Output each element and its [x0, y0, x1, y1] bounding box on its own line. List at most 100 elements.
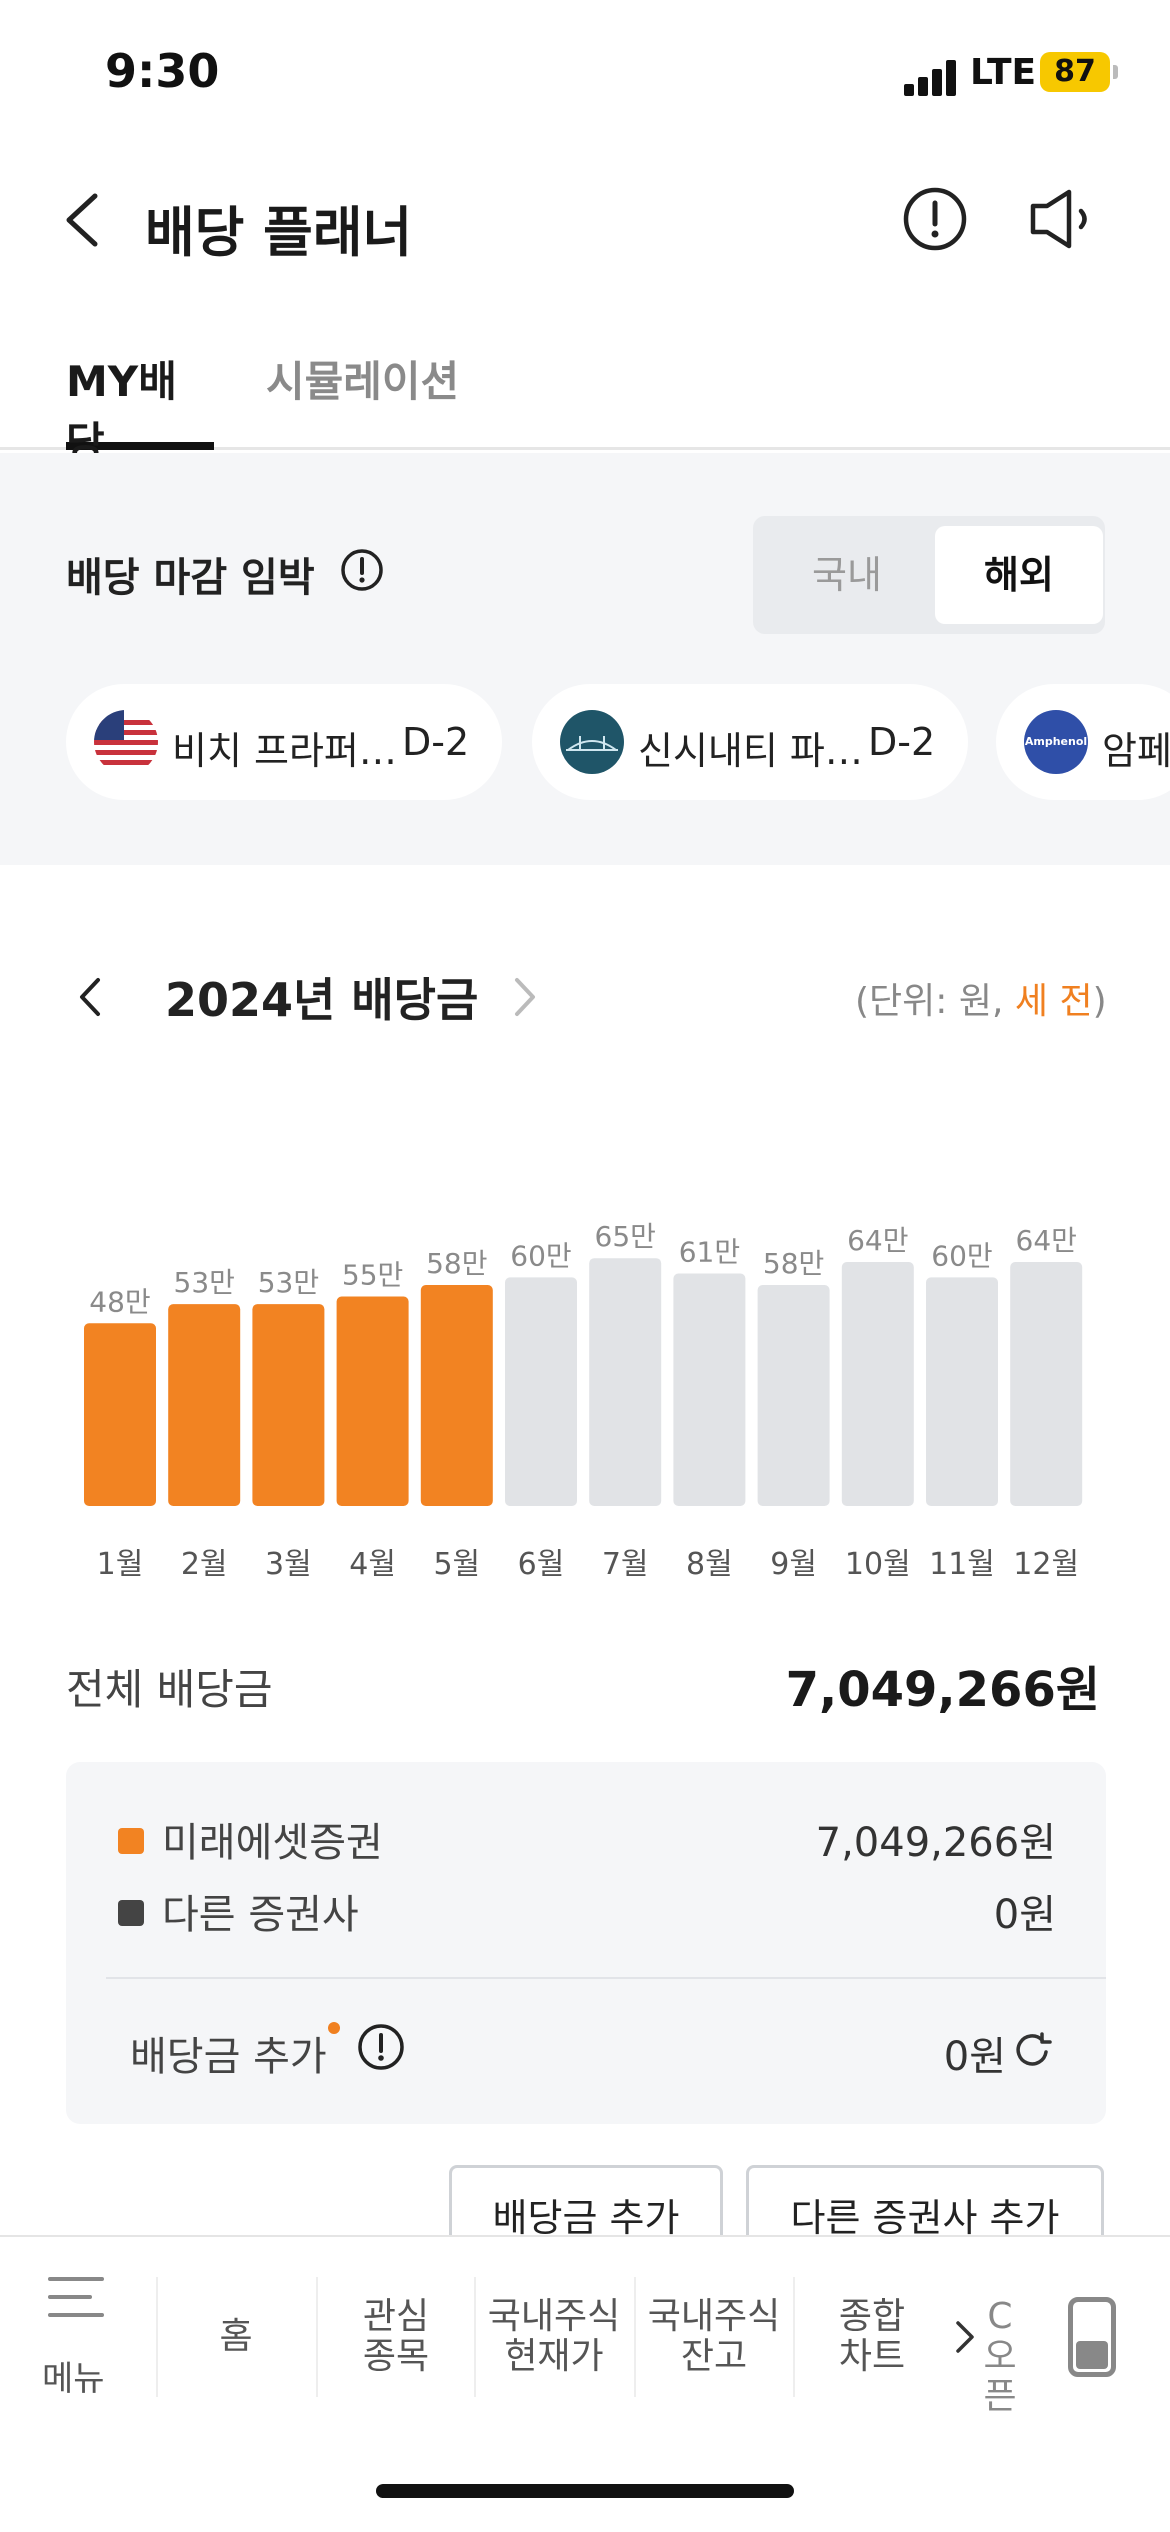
legend-swatch	[118, 1828, 144, 1854]
chart-bar[interactable]	[1010, 1262, 1083, 1506]
nav-item-chart[interactable]: 종합 차트	[838, 2296, 906, 2377]
chevron-left-icon[interactable]	[70, 972, 110, 1022]
nav-divider	[634, 2277, 636, 2397]
month-tick-label: 6월	[518, 1547, 565, 1582]
year-title: 2024년 배당금	[165, 973, 479, 1027]
chart-bar[interactable]	[926, 1277, 998, 1506]
bar-chart: 48만 1월 53만 2월 53만 3월 55만 4월 58만 5월 60만 6월 65만 7월 61만 8월…	[84, 1220, 1083, 1582]
legend-swatch	[118, 1900, 144, 1926]
chart-bar[interactable]	[673, 1273, 746, 1506]
stock-name: 비치 프라퍼…	[172, 729, 397, 773]
bar-value-label: 53만	[174, 1266, 235, 1299]
nav-item-home[interactable]: 홈	[219, 2316, 253, 2357]
network-label: LTE	[970, 52, 1037, 93]
month-tick-label: 10월	[845, 1547, 911, 1582]
stock-dday: D-2	[402, 720, 470, 764]
bar-value-label: 60만	[931, 1239, 992, 1272]
refresh-icon[interactable]	[1012, 2030, 1052, 2070]
month-tick-label: 11월	[929, 1547, 995, 1582]
nav-divider	[474, 2277, 476, 2397]
chevron-right-icon[interactable]	[950, 2317, 980, 2357]
tab-simulation[interactable]: 시뮬레이션	[266, 357, 460, 406]
info-icon[interactable]	[340, 548, 384, 592]
total-dividend-value: 7,049,266원	[785, 1662, 1100, 1718]
chart-bar[interactable]	[168, 1304, 241, 1506]
chart-bar[interactable]	[757, 1285, 830, 1506]
nav-divider	[316, 2277, 318, 2397]
page-title: 배당 플래너	[145, 201, 413, 264]
nav-item-domestic-price[interactable]: 국내주식 현재가	[487, 2296, 621, 2377]
bar-value-label: 64만	[847, 1224, 908, 1257]
stock-name: 신시내티 파…	[638, 729, 863, 773]
added-dividend-value: 0원	[943, 2034, 1006, 2080]
broker-value: 7,049,266원	[815, 1820, 1056, 1866]
bar-value-label: 61만	[679, 1236, 740, 1269]
tab-bar: MY배당 시뮬레이션	[0, 330, 1170, 467]
bar-value-label: 55만	[342, 1258, 403, 1291]
month-tick-label: 2월	[181, 1547, 228, 1582]
broker-label: 다른 증권사	[162, 1892, 359, 1938]
info-icon[interactable]	[356, 2022, 406, 2072]
bar-value-label: 53만	[258, 1266, 319, 1299]
nav-item-watchlist[interactable]: 관심 종목	[362, 2296, 430, 2377]
month-tick-label: 1월	[97, 1547, 144, 1582]
segment-overseas[interactable]: 해외	[935, 526, 1103, 624]
unit-label: (단위: 원, 세 전)	[855, 981, 1107, 1022]
chart-bar[interactable]	[420, 1285, 493, 1506]
home-indicator	[376, 2484, 794, 2498]
dividend-chart: 48만 1월 53만 2월 53만 3월 55만 4월 58만 5월 60만 6월 65만 7월 61만 8월…	[0, 1080, 1170, 1600]
chart-bar[interactable]	[252, 1304, 325, 1506]
broker-label: 미래에셋증권	[162, 1820, 383, 1866]
stock-dday: D-2	[868, 720, 936, 764]
year-selector: 2024년 배당금 (단위: 원, 세 전)	[0, 960, 1170, 1040]
added-dividend-label: 배당금 추가	[130, 2034, 327, 2080]
us-flag-icon	[94, 710, 158, 774]
bottom-nav: 메뉴 홈 관심 종목 국내주식 현재가 국내주식 잔고 종합 차트 C 오픈	[0, 2235, 1170, 2532]
deadline-section: 배당 마감 임박 국내 해외 비치 프라퍼… D-2 신시내티 파… D-2 A…	[0, 453, 1170, 865]
chevron-right-icon[interactable]	[505, 972, 545, 1022]
broker-row: 미래에셋증권 7,049,266원	[66, 1804, 1106, 1866]
divider	[106, 1977, 1106, 1979]
bar-value-label: 58만	[426, 1247, 487, 1280]
stock-chip[interactable]: 비치 프라퍼… D-2	[66, 684, 502, 800]
info-icon[interactable]	[900, 184, 970, 254]
chart-bar[interactable]	[505, 1277, 577, 1506]
region-segmented-control: 국내 해외	[753, 516, 1105, 634]
broker-value: 0원	[993, 1892, 1056, 1938]
back-icon[interactable]	[55, 188, 115, 252]
bar-value-label: 65만	[595, 1220, 656, 1253]
deadline-title: 배당 마감 임박	[66, 555, 315, 601]
phone-toggle-icon[interactable]	[1068, 2297, 1116, 2377]
chart-bar[interactable]	[336, 1296, 409, 1506]
nav-divider	[156, 2277, 158, 2397]
bar-value-label: 60만	[510, 1239, 571, 1272]
nav-divider	[793, 2277, 795, 2397]
new-badge-dot	[328, 2022, 340, 2034]
added-dividend-row: 배당금 추가 0원	[66, 2018, 1106, 2088]
status-time: 9:30	[105, 44, 220, 98]
month-tick-label: 12월	[1013, 1547, 1079, 1582]
tax-label: 세 전	[1014, 981, 1093, 1022]
battery-icon: 87	[1040, 52, 1118, 92]
nav-item-partial[interactable]: C 오픈	[983, 2297, 1017, 2417]
bar-value-label: 64만	[1016, 1224, 1077, 1257]
chart-bar[interactable]	[589, 1258, 662, 1506]
menu-icon[interactable]	[46, 2273, 106, 2323]
stock-chip[interactable]: Amphenol 암페	[996, 684, 1170, 800]
signal-icon	[904, 60, 964, 96]
stock-name: 암페	[1102, 729, 1170, 773]
menu-label[interactable]: 메뉴	[42, 2359, 105, 2399]
tab-my-dividend[interactable]: MY배당	[66, 348, 214, 467]
chart-bar[interactable]	[841, 1262, 914, 1506]
stock-chip[interactable]: 신시내티 파… D-2	[532, 684, 968, 800]
amphenol-logo-icon: Amphenol	[1024, 710, 1088, 774]
month-tick-label: 8월	[686, 1547, 733, 1582]
chart-bar[interactable]	[84, 1323, 156, 1506]
month-tick-label: 5월	[433, 1547, 480, 1582]
segment-domestic[interactable]: 국내	[812, 553, 882, 597]
broker-row: 다른 증권사 0원	[66, 1876, 1106, 1938]
speaker-icon[interactable]	[1025, 184, 1105, 254]
month-tick-label: 4월	[349, 1547, 396, 1582]
nav-item-domestic-balance[interactable]: 국내주식 잔고	[647, 2296, 781, 2377]
total-dividend-label: 전체 배당금	[66, 1665, 273, 1714]
